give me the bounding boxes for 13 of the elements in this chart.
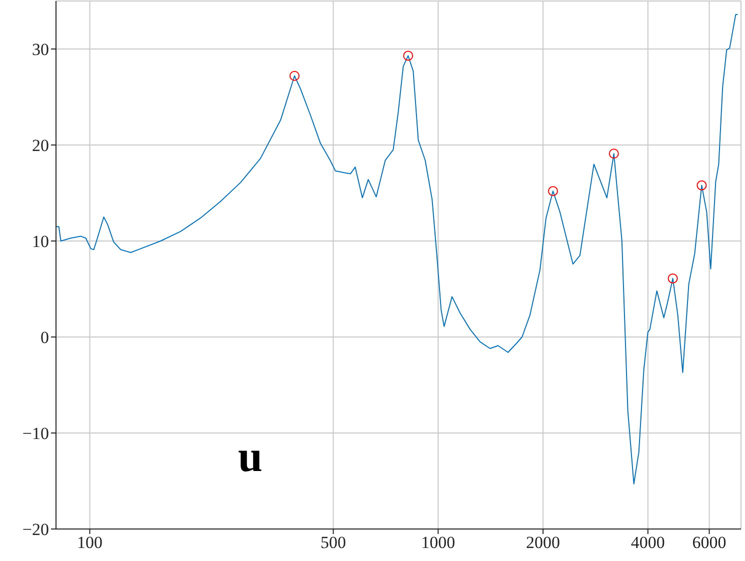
y-tick-label: 10 <box>32 232 49 252</box>
x-tick-label: 2000 <box>526 533 560 552</box>
x-tick-label: 1000 <box>421 533 456 552</box>
y-tick-label: 0 <box>40 328 49 348</box>
x-tick-label: 6000 <box>692 533 726 552</box>
annotation: u <box>238 432 262 482</box>
y-tick-label: 20 <box>32 136 49 156</box>
y-tick-label: −10 <box>22 424 49 444</box>
y-tick-label: 30 <box>32 40 49 60</box>
x-tick-label: 100 <box>77 533 103 552</box>
y-tick-label: −20 <box>22 520 49 540</box>
x-tick-label: 4000 <box>630 533 665 552</box>
x-tick-label: 500 <box>320 533 346 552</box>
